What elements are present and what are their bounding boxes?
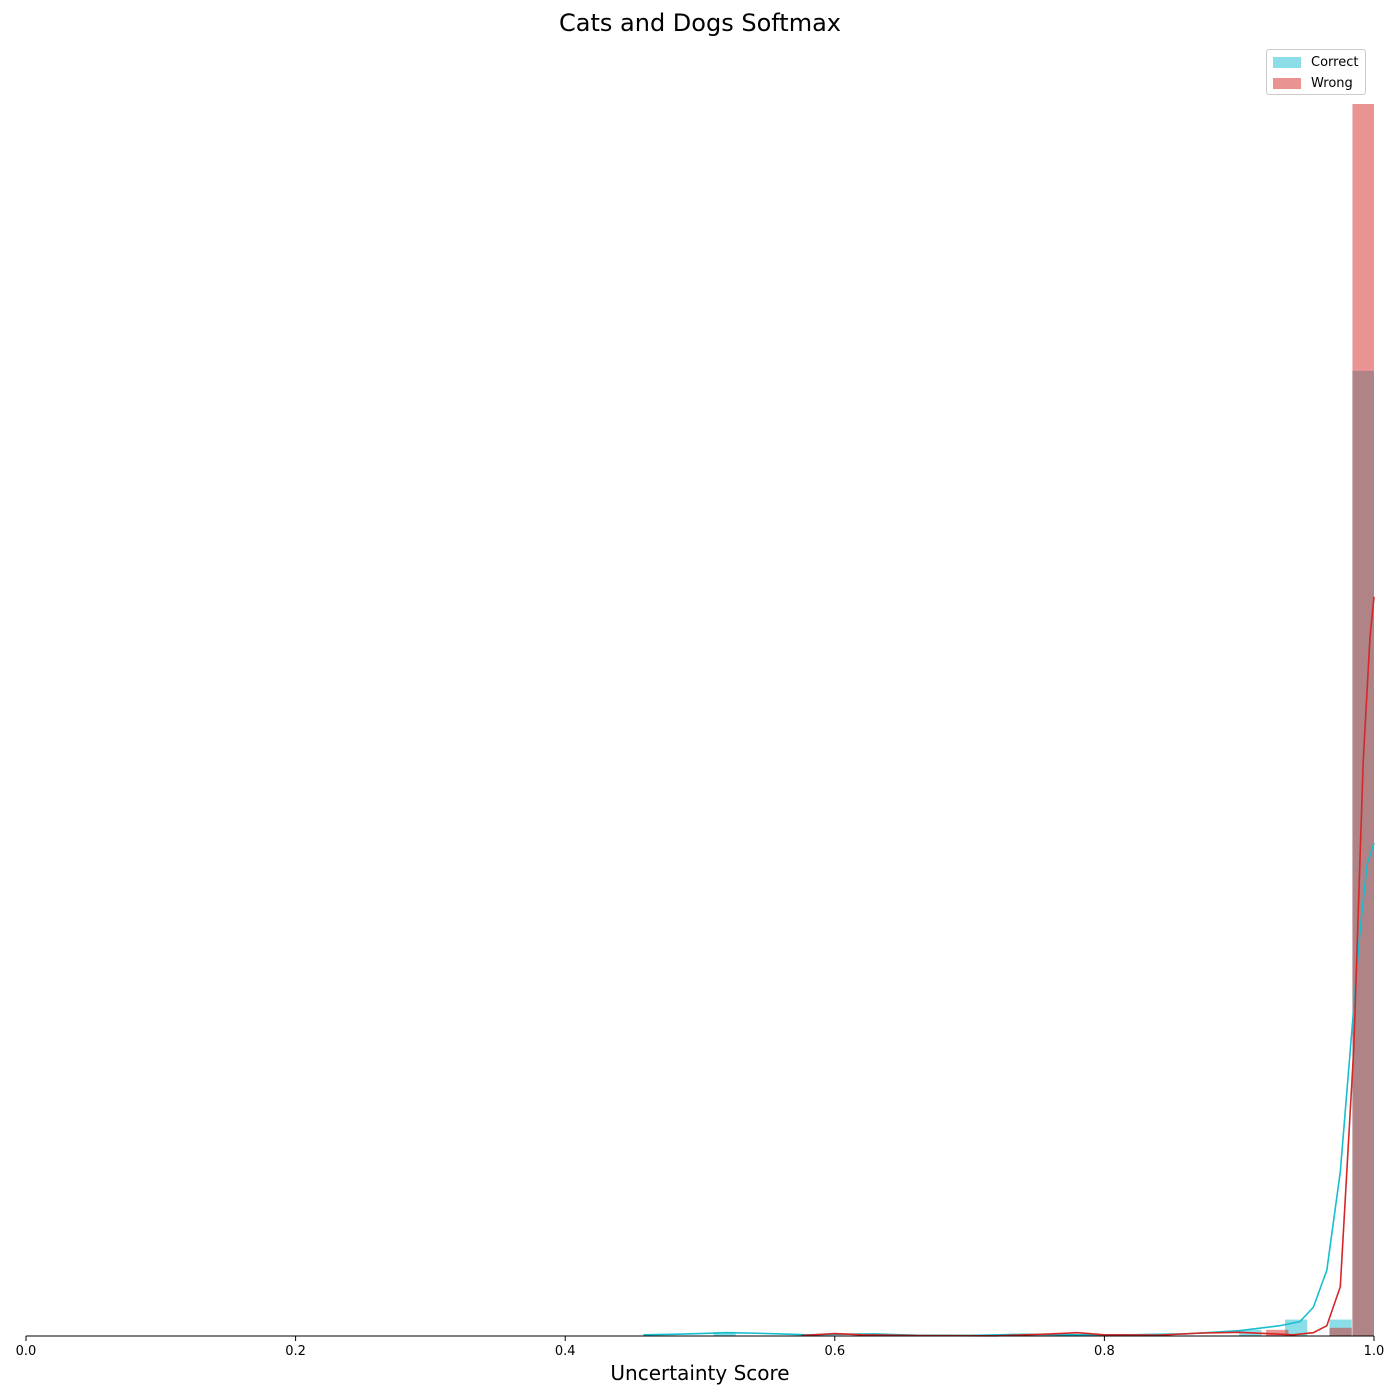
legend-swatch-correct: [1273, 56, 1301, 68]
legend-label-correct: Correct: [1311, 54, 1359, 70]
x-tick-label-5: 1.0: [1364, 1344, 1385, 1359]
legend-item-correct: Correct: [1273, 53, 1358, 71]
legend-item-wrong: Wrong: [1273, 74, 1353, 92]
x-tick-label-0: 0.0: [16, 1344, 37, 1359]
legend: Correct Wrong: [1266, 49, 1366, 95]
x-tick-label-2: 0.4: [555, 1344, 576, 1359]
wrong-kde-line: [801, 596, 1375, 1337]
wrong-bar-0: [1266, 1329, 1289, 1336]
legend-swatch-wrong: [1273, 77, 1301, 89]
x-tick-label-4: 0.8: [1094, 1344, 1115, 1359]
x-tick-label-3: 0.6: [824, 1344, 845, 1359]
x-axis-label: Uncertainty Score: [610, 1361, 790, 1385]
x-tick-label-1: 0.2: [285, 1344, 306, 1359]
legend-label-wrong: Wrong: [1311, 75, 1353, 91]
wrong-bar-2: [1352, 104, 1374, 1336]
wrong-bar-1: [1329, 1327, 1352, 1336]
correct-bar-0: [713, 1331, 736, 1336]
chart-title: Cats and Dogs Softmax: [559, 9, 841, 37]
kde-lines: [643, 596, 1375, 1337]
x-axis-ticks: 0.0 0.2 0.4 0.6 0.8 1.0: [16, 1336, 1385, 1359]
correct-bars: [713, 370, 1374, 1336]
correct-kde-line: [643, 842, 1375, 1337]
wrong-bars: [1266, 104, 1374, 1336]
